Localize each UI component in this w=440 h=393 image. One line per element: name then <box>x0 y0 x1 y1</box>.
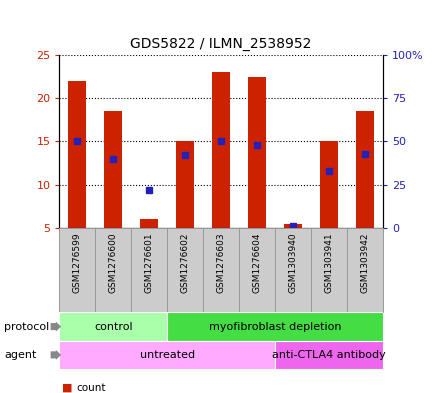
Bar <box>140 219 158 228</box>
Text: GSM1276604: GSM1276604 <box>253 232 261 293</box>
Bar <box>59 228 95 312</box>
Bar <box>95 228 131 312</box>
Text: GSM1303940: GSM1303940 <box>289 232 297 293</box>
Bar <box>59 312 167 341</box>
Text: GSM1276601: GSM1276601 <box>145 232 154 293</box>
Bar <box>203 228 239 312</box>
Text: GSM1276603: GSM1276603 <box>216 232 226 293</box>
Text: anti-CTLA4 antibody: anti-CTLA4 antibody <box>272 350 386 360</box>
Text: agent: agent <box>4 350 37 360</box>
Bar <box>68 81 86 228</box>
Bar <box>248 77 266 228</box>
Bar <box>320 141 338 228</box>
Bar <box>275 341 383 369</box>
Bar <box>239 228 275 312</box>
Bar <box>284 224 302 228</box>
Text: protocol: protocol <box>4 321 50 332</box>
Text: ■: ■ <box>62 383 72 393</box>
Bar <box>356 111 374 228</box>
Text: GSM1276600: GSM1276600 <box>109 232 118 293</box>
Bar <box>167 312 383 341</box>
Text: GSM1276602: GSM1276602 <box>181 232 190 293</box>
Text: GSM1303942: GSM1303942 <box>360 232 369 293</box>
Text: count: count <box>76 383 106 393</box>
Text: control: control <box>94 321 132 332</box>
Text: GSM1303941: GSM1303941 <box>324 232 334 293</box>
Bar <box>347 228 383 312</box>
Text: GSM1276599: GSM1276599 <box>73 232 82 293</box>
Bar <box>275 228 311 312</box>
Bar <box>212 72 230 228</box>
Title: GDS5822 / ILMN_2538952: GDS5822 / ILMN_2538952 <box>130 37 312 51</box>
Bar <box>311 228 347 312</box>
Bar <box>131 228 167 312</box>
Bar <box>59 341 275 369</box>
Text: myofibroblast depletion: myofibroblast depletion <box>209 321 341 332</box>
Bar <box>176 141 194 228</box>
Bar <box>167 228 203 312</box>
Text: untreated: untreated <box>139 350 195 360</box>
Bar <box>104 111 122 228</box>
